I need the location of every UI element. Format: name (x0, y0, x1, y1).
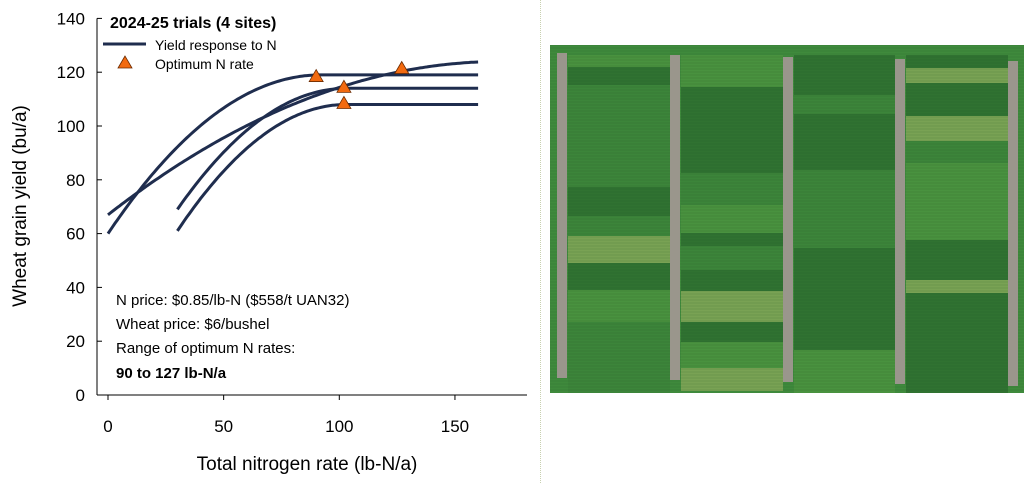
panel-divider (540, 0, 541, 483)
plot-band (681, 87, 783, 107)
plot-band (794, 139, 895, 170)
alley (557, 53, 567, 378)
plot-band (794, 114, 895, 139)
plot-band (568, 336, 670, 368)
plot-band (906, 55, 1008, 68)
y-tick-label: 60 (66, 225, 85, 244)
plot-band (681, 205, 783, 233)
y-tick-label: 100 (57, 117, 85, 136)
alley (895, 59, 905, 384)
plot-band (906, 163, 1008, 178)
plot-band (681, 246, 783, 270)
plot-band (681, 270, 783, 291)
plot-band (906, 240, 1008, 268)
plot-band (906, 346, 1008, 373)
plot-band (681, 291, 783, 322)
plot-band (794, 307, 895, 331)
plot-band (794, 350, 895, 379)
plot-band (681, 233, 783, 246)
plot-band (906, 268, 1008, 280)
plot-band (681, 322, 783, 342)
plot-band (906, 373, 1008, 393)
optimum-n-marker (394, 60, 410, 74)
plot-band (681, 137, 783, 152)
plot-band (681, 107, 783, 137)
yield-response-curve-1 (106, 73, 479, 235)
yield-response-curve-4 (176, 103, 479, 232)
plot-band (568, 132, 670, 160)
plot-band (681, 55, 783, 87)
x-tick-label: 150 (441, 417, 469, 436)
optimum-n-marker (336, 79, 352, 93)
legend-label-curve: Yield response to N (155, 37, 277, 53)
plot-band (568, 85, 670, 113)
plot-band (794, 248, 895, 280)
plot-band (906, 293, 1008, 318)
alley (1008, 61, 1018, 386)
y-tick-label: 0 (76, 386, 85, 405)
plot-band (568, 263, 670, 290)
plot-band (794, 75, 895, 95)
legend-label-optimum: Optimum N rate (155, 56, 254, 72)
plot-band (681, 368, 783, 391)
x-tick-label: 0 (103, 417, 112, 436)
y-axis-label: Wheat grain yield (bu/a) (10, 105, 31, 307)
x-axis-label: Total nitrogen rate (lb-N/a) (197, 454, 418, 475)
plot-band (794, 55, 895, 75)
annotation-wheat-price: Wheat price: $6/bushel (116, 316, 269, 333)
annotation-range-label: Range of optimum N rates: (116, 340, 295, 357)
plot-band (681, 342, 783, 368)
plot-band (794, 280, 895, 307)
plot-band (794, 200, 895, 225)
y-tick-label: 40 (66, 278, 85, 297)
plot-band (906, 68, 1008, 83)
plot-band (794, 379, 895, 393)
plot-band (681, 173, 783, 205)
plot-band (568, 67, 670, 85)
chart-title: 2024-25 trials (4 sites) (110, 15, 276, 32)
y-tick-label: 20 (66, 332, 85, 351)
annotation-range-value: 90 to 127 lb-N/a (116, 365, 227, 382)
plot-band (568, 113, 670, 132)
y-tick-label: 80 (66, 171, 85, 190)
plot-band (906, 318, 1008, 346)
plot-band (906, 116, 1008, 141)
plot-band (794, 225, 895, 248)
x-tick-label: 100 (325, 417, 353, 436)
alley (670, 55, 680, 380)
aerial-field-photo (550, 45, 1024, 393)
y-tick-label: 140 (57, 9, 85, 28)
yield-chart: 0 50 100 150 0 20 40 60 80 100 120 140 2024-25 tria… (10, 9, 527, 475)
plot-band (568, 160, 670, 187)
plot-band (906, 141, 1008, 163)
plot-band (568, 216, 670, 236)
plot-band (568, 322, 670, 336)
plot-band (568, 290, 670, 322)
yield-response-curve-2 (107, 60, 479, 216)
plot-band (906, 209, 1008, 240)
plot-band (568, 368, 670, 393)
plot-band (568, 55, 670, 67)
alley (783, 57, 793, 382)
plot-band (794, 170, 895, 200)
yield-response-curve-3 (176, 86, 479, 211)
legend-triangle-swatch (117, 55, 133, 69)
x-tick-label: 50 (214, 417, 233, 436)
plot-band (681, 152, 783, 173)
plot-band (568, 236, 670, 263)
plot-band (794, 331, 895, 350)
optimum-n-marker (336, 95, 352, 109)
plot-band (906, 178, 1008, 209)
plot-band (568, 187, 670, 216)
plot-band (906, 280, 1008, 293)
y-tick-label: 120 (57, 63, 85, 82)
annotation-n-price: N price: $0.85/lb-N ($558/t UAN32) (116, 292, 349, 309)
plot-band (794, 95, 895, 114)
optimum-n-marker (308, 68, 324, 82)
plot-band (906, 83, 1008, 116)
